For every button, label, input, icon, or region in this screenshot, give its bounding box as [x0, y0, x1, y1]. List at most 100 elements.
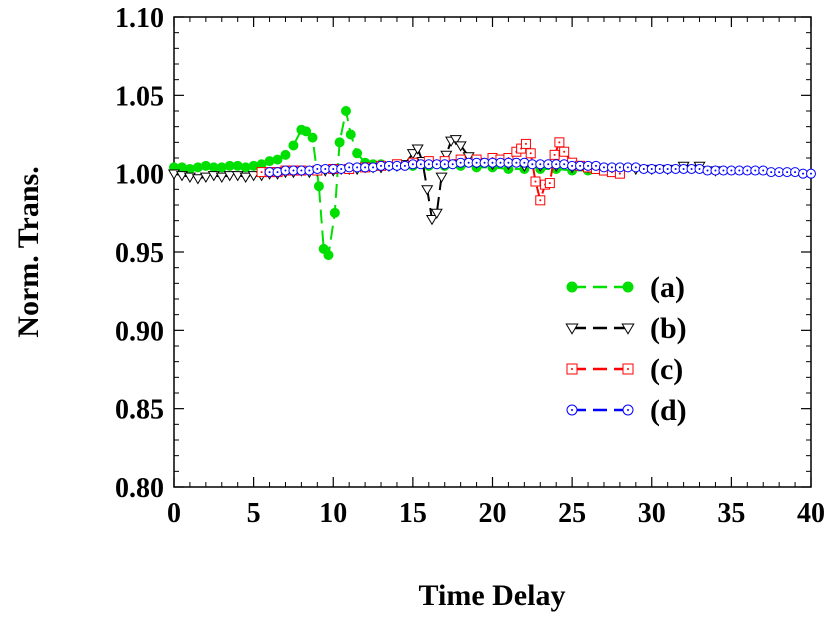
series-1: [169, 106, 625, 261]
data-point-center: [682, 167, 685, 170]
data-point: [247, 171, 260, 182]
data-point: [430, 208, 443, 219]
plot-frame: [173, 16, 812, 488]
legend-entry: (d): [566, 394, 687, 427]
data-point-center: [499, 161, 502, 164]
data-point: [280, 149, 291, 160]
data-point-center: [451, 163, 454, 166]
data-point-center: [524, 142, 527, 145]
data-point-center: [555, 163, 558, 166]
data-point-center: [276, 171, 279, 174]
legend: (a) (b) (c) (d): [565, 271, 687, 427]
data-point: [272, 154, 283, 165]
data-point-center: [531, 163, 534, 166]
data-point-center: [292, 169, 295, 172]
data-point-center: [571, 409, 573, 411]
data-point: [352, 148, 363, 159]
data-point-center: [308, 169, 311, 172]
data-point-center: [786, 171, 789, 174]
data-point-center: [722, 169, 725, 172]
data-point-center: [548, 182, 551, 185]
data-point-center: [558, 141, 561, 144]
data-point-center: [666, 167, 669, 170]
x-tick-label: 35: [717, 498, 745, 529]
data-point-center: [579, 164, 582, 167]
data-point-center: [364, 166, 367, 169]
x-tick-label: 0: [167, 498, 181, 529]
x-axis-ticks: 0 5 10 15 20 25 30 35 40: [167, 17, 825, 529]
data-point: [421, 185, 434, 196]
data-point: [199, 172, 212, 183]
y-tick-label: 0.90: [115, 316, 164, 347]
data-point-center: [332, 167, 335, 170]
plot-area: [173, 16, 812, 488]
data-point-center: [778, 171, 781, 174]
x-tick-label: 40: [797, 498, 825, 529]
data-point: [454, 141, 467, 152]
y-tick-label: 0.95: [115, 238, 164, 269]
data-point-center: [642, 167, 645, 170]
data-point-center: [539, 163, 542, 166]
data-point-center: [634, 166, 637, 169]
data-point-center: [690, 167, 693, 170]
data-point: [223, 171, 236, 182]
data-point-center: [658, 167, 661, 170]
data-point: [411, 144, 424, 155]
data-point: [449, 135, 462, 146]
data-point-center: [372, 166, 375, 169]
data-point-center: [268, 171, 271, 174]
data-point-center: [754, 169, 757, 172]
data-point-center: [411, 163, 414, 166]
data-point-center: [475, 161, 478, 164]
data-point-center: [356, 166, 359, 169]
data-point-center: [674, 167, 677, 170]
data-point-center: [284, 169, 287, 172]
data-point: [239, 172, 252, 183]
data-point-center: [810, 172, 812, 175]
data-point-center: [714, 169, 717, 172]
data-point: [425, 214, 439, 226]
data-point-center: [738, 169, 741, 172]
data-point-center: [618, 166, 621, 169]
data-point-center: [483, 161, 486, 164]
data-point-center: [698, 167, 701, 170]
data-point-center: [523, 161, 526, 164]
legend-label: (d): [650, 394, 687, 427]
data-point-center: [348, 166, 351, 169]
data-point-center: [260, 171, 263, 174]
legend-label: (a): [650, 271, 685, 304]
x-tick-label: 30: [638, 498, 666, 529]
data-point: [216, 162, 227, 173]
data-point: [288, 140, 299, 151]
x-tick-label: 10: [319, 498, 347, 529]
x-tick-label: 5: [247, 498, 261, 529]
data-point: [566, 281, 578, 293]
data-point: [307, 132, 318, 143]
data-point-center: [553, 153, 556, 156]
y-tick-label: 0.80: [115, 473, 164, 504]
data-point-center: [587, 164, 590, 167]
x-axis-title: Time Delay: [419, 579, 566, 612]
legend-entry: (b): [565, 312, 687, 345]
data-point-center: [730, 169, 733, 172]
data-point-center: [627, 368, 629, 370]
y-tick-label: 1.05: [115, 81, 164, 112]
data-point: [621, 323, 635, 335]
data-point-center: [746, 169, 749, 172]
data-point-center: [459, 161, 462, 164]
data-point-center: [507, 161, 510, 164]
data-point: [329, 207, 340, 218]
data-point-center: [395, 164, 398, 167]
data-point: [345, 129, 356, 140]
data-point: [462, 152, 475, 163]
data-point: [313, 181, 324, 192]
data-point-center: [571, 368, 573, 370]
data-point-center: [443, 163, 446, 166]
legend-entry: (a): [566, 271, 685, 304]
data-point-center: [515, 161, 518, 164]
x-tick-label: 20: [479, 498, 507, 529]
legend-entry: (c): [566, 353, 683, 386]
data-point: [192, 162, 203, 173]
data-point: [565, 323, 579, 335]
